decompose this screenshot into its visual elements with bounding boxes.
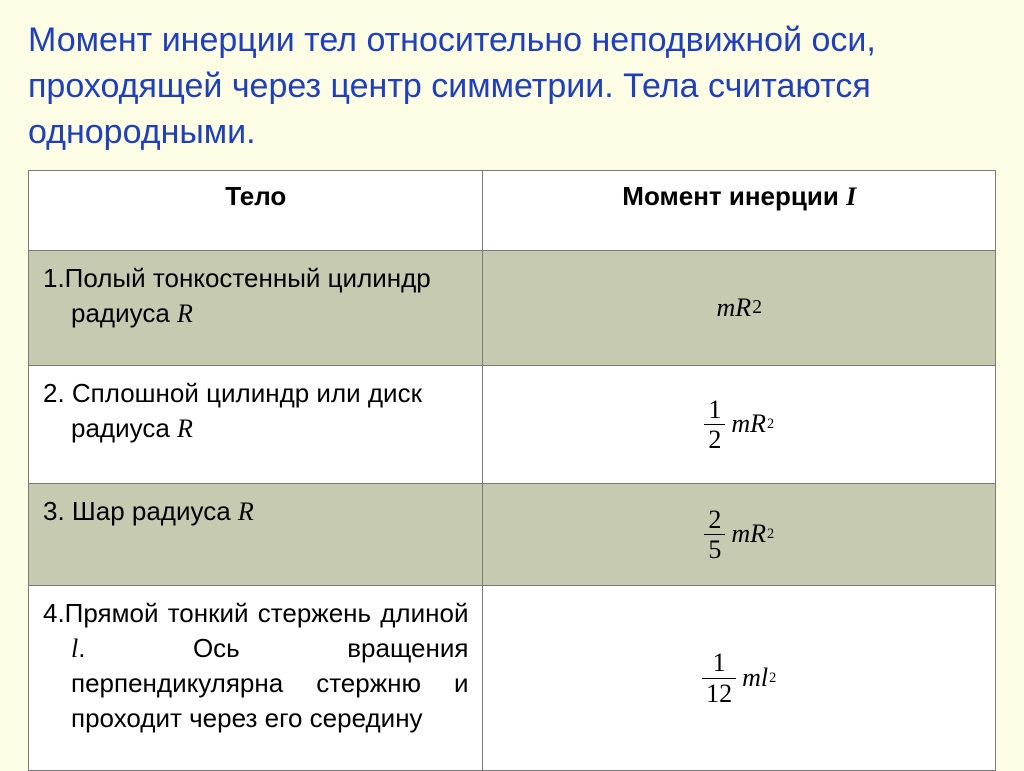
formula-exponent: 2 xyxy=(769,671,776,685)
table-row: 3. Шар радиуса R25mR2 xyxy=(29,483,996,585)
fraction-numerator: 1 xyxy=(709,649,730,677)
body-cell: 4.Прямой тонкий стержень длиной l. Ось в… xyxy=(29,585,483,770)
formula-cell: 12mR2 xyxy=(483,365,996,483)
formula-exponent: 2 xyxy=(767,527,774,541)
fraction-denominator: 2 xyxy=(704,424,725,453)
formula-exponent: 2 xyxy=(767,417,774,431)
table-row: 2. Сплошной цилиндр или диск радиуса R12… xyxy=(29,365,996,483)
fraction: 25 xyxy=(704,506,725,564)
formula-base: ml xyxy=(742,665,768,691)
col-header-formula: Момент инерции I xyxy=(483,170,996,250)
inertia-table: Тело Момент инерции I 1.Полый тонкостенн… xyxy=(28,170,996,771)
fraction: 12 xyxy=(704,396,725,454)
body-cell: 1.Полый тонкостенный цилиндр радиуса R xyxy=(29,250,483,365)
formula-cell: mR2 xyxy=(483,250,996,365)
table-row: 4.Прямой тонкий стержень длиной l. Ось в… xyxy=(29,585,996,770)
formula-cell: 112ml2 xyxy=(483,585,996,770)
fraction-denominator: 12 xyxy=(702,678,736,707)
col-header-formula-text: Момент инерции I xyxy=(622,181,856,211)
fraction-numerator: 2 xyxy=(704,506,725,534)
body-cell: 3. Шар радиуса R xyxy=(29,483,483,585)
formula: mR2 xyxy=(717,295,762,321)
formula-cell: 25mR2 xyxy=(483,483,996,585)
formula: 25mR2 xyxy=(704,506,774,564)
fraction: 112 xyxy=(702,649,736,707)
formula: 112ml2 xyxy=(702,649,776,707)
table-header-row: Тело Момент инерции I xyxy=(29,170,996,250)
table-row: 1.Полый тонкостенный цилиндр радиуса R mR… xyxy=(29,250,996,365)
col-header-body: Тело xyxy=(29,170,483,250)
fraction-denominator: 5 xyxy=(704,534,725,563)
formula-base: mR xyxy=(731,411,766,437)
formula-base: mR xyxy=(717,295,752,321)
formula-base: mR xyxy=(731,521,766,547)
body-cell: 2. Сплошной цилиндр или диск радиуса R xyxy=(29,365,483,483)
page-title: Момент инерции тел относительно неподвиж… xyxy=(28,18,996,156)
fraction-numerator: 1 xyxy=(704,396,725,424)
formula-exponent: 2 xyxy=(752,298,762,318)
formula: 12mR2 xyxy=(704,396,774,454)
